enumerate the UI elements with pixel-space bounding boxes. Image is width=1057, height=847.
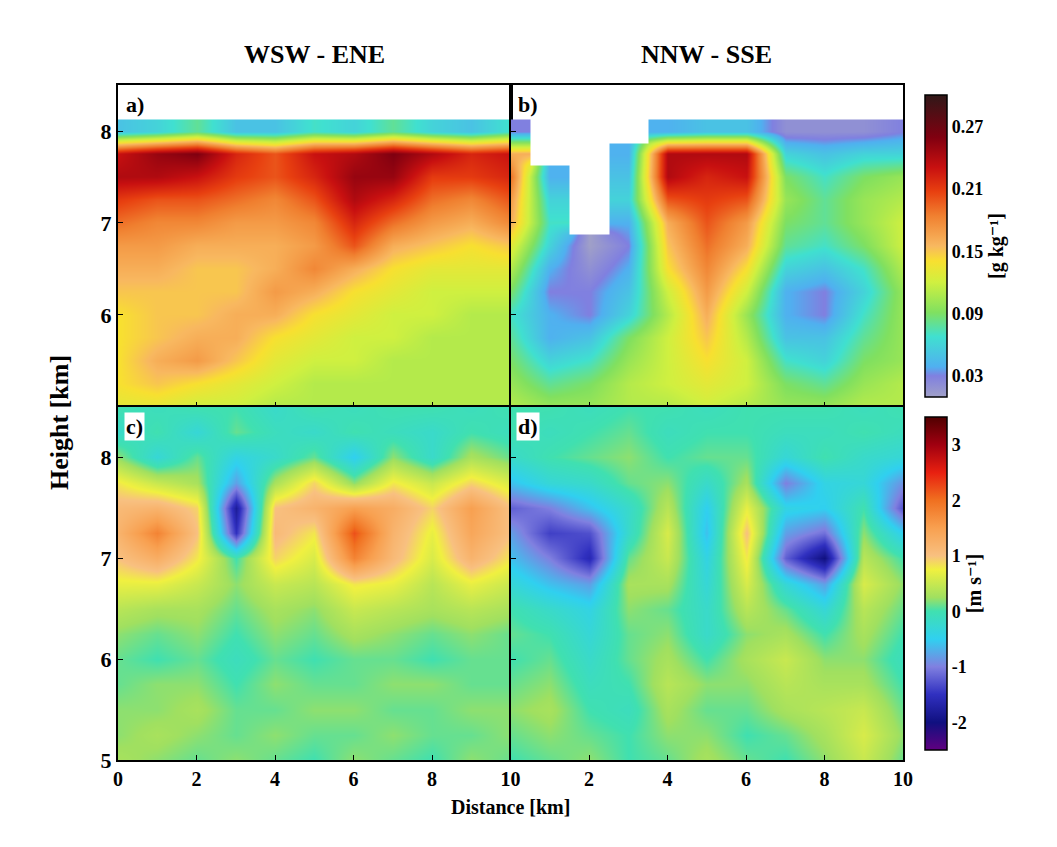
svg-text:10: 10: [501, 768, 521, 790]
svg-text:Height [km]: Height [km]: [45, 355, 74, 490]
svg-text:c): c): [126, 414, 143, 439]
svg-text:7: 7: [101, 211, 112, 236]
svg-text:5: 5: [101, 748, 112, 773]
svg-text:-2: -2: [952, 713, 967, 733]
svg-text:-1: -1: [952, 657, 967, 677]
svg-text:8: 8: [101, 119, 112, 144]
svg-text:4: 4: [663, 768, 673, 790]
svg-text:2: 2: [952, 491, 961, 511]
svg-text:NNW - SSE: NNW - SSE: [641, 40, 772, 69]
svg-text:6: 6: [101, 647, 112, 672]
svg-text:6: 6: [101, 303, 112, 328]
svg-text:a): a): [126, 92, 144, 117]
svg-text:8: 8: [820, 768, 830, 790]
svg-text:8: 8: [101, 445, 112, 470]
svg-text:7: 7: [101, 546, 112, 571]
svg-text:[m s⁻¹]: [m s⁻¹]: [963, 554, 985, 613]
svg-text:0: 0: [113, 768, 123, 790]
svg-text:4: 4: [270, 768, 280, 790]
svg-text:0.21: 0.21: [952, 179, 984, 199]
svg-text:0.03: 0.03: [952, 366, 984, 386]
svg-text:0.27: 0.27: [952, 117, 984, 137]
svg-text:2: 2: [584, 768, 594, 790]
svg-text:1: 1: [952, 546, 961, 566]
svg-text:3: 3: [952, 435, 961, 455]
svg-text:WSW - ENE: WSW - ENE: [244, 40, 385, 69]
svg-text:0.09: 0.09: [952, 304, 984, 324]
svg-text:0.15: 0.15: [952, 241, 984, 261]
svg-text:b): b): [518, 92, 538, 117]
svg-text:10: 10: [893, 768, 913, 790]
svg-text:0: 0: [952, 602, 961, 622]
svg-text:6: 6: [349, 768, 359, 790]
svg-text:6: 6: [741, 768, 751, 790]
svg-text:8: 8: [427, 768, 437, 790]
svg-text:[g kg⁻¹]: [g kg⁻¹]: [985, 213, 1008, 279]
svg-text:Distance [km]: Distance [km]: [451, 796, 570, 818]
svg-text:d): d): [518, 414, 538, 439]
svg-text:2: 2: [192, 768, 202, 790]
